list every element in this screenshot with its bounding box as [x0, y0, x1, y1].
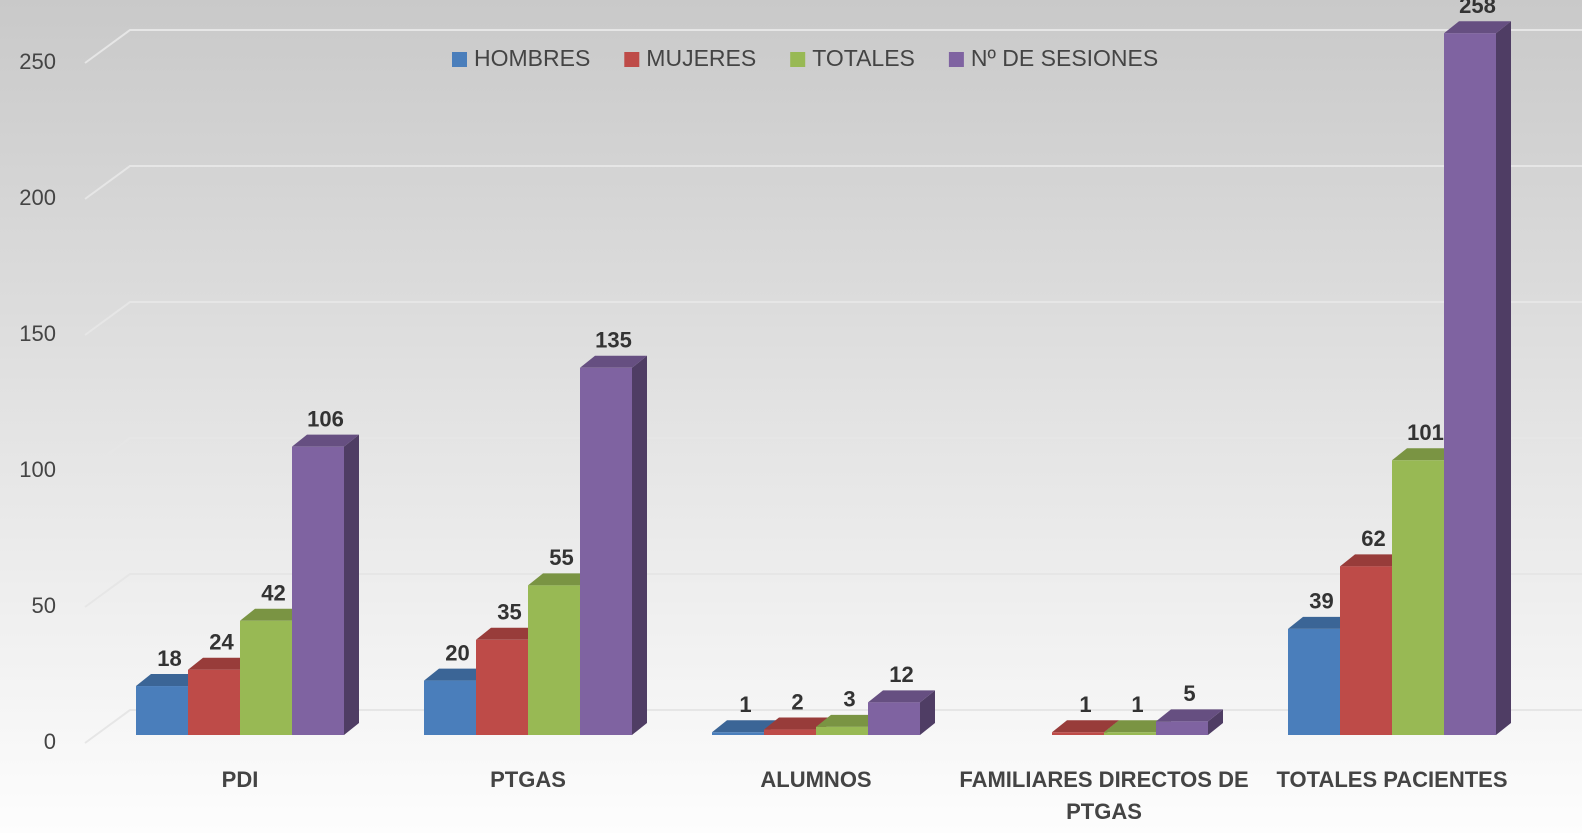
value-label: 2	[791, 689, 803, 714]
x-tick-label: FAMILIARES DIRECTOS DE PTGAS	[959, 767, 1248, 824]
legend-swatch	[948, 52, 964, 67]
legend-label: MUJERES	[646, 45, 756, 71]
grid-line	[84, 301, 1582, 336]
bar-front	[1288, 628, 1340, 735]
grid-line	[84, 437, 1582, 472]
value-label: 55	[549, 545, 573, 570]
bar-side	[632, 355, 647, 735]
bar-side	[1496, 21, 1511, 736]
value-label: 1	[739, 692, 751, 717]
bar-top	[712, 720, 779, 733]
bar-top	[1444, 21, 1511, 34]
bar-top	[868, 690, 935, 703]
value-label: 3	[843, 687, 855, 712]
value-label: 35	[497, 600, 521, 625]
bar	[868, 690, 935, 735]
bar-front	[528, 585, 580, 735]
bar-top	[292, 434, 359, 447]
bar	[1156, 709, 1223, 735]
bar-top	[1104, 720, 1171, 733]
bar-front	[292, 446, 344, 735]
value-label: 24	[209, 630, 234, 655]
bar-top	[1156, 709, 1223, 722]
value-label: 5	[1183, 681, 1195, 706]
value-label: 12	[889, 662, 913, 687]
bar-front	[816, 726, 868, 735]
y-tick-label: 250	[19, 49, 56, 74]
bar-side	[1208, 709, 1223, 735]
legend-label: Nº DE SESIONES	[971, 45, 1158, 71]
bar-top	[424, 668, 491, 681]
bar-front	[1340, 566, 1392, 735]
value-label: 18	[157, 646, 181, 671]
bar-side	[920, 690, 935, 735]
value-label: 258	[1459, 0, 1496, 18]
bar-top	[1340, 554, 1407, 567]
bar-top	[476, 627, 543, 640]
bar-top	[816, 714, 883, 727]
bar-side	[344, 434, 359, 735]
x-tick-label: ALUMNOS	[760, 767, 871, 792]
bar-front	[580, 367, 632, 735]
grid-line	[84, 165, 1582, 200]
y-tick-label: 100	[19, 457, 56, 482]
bar	[292, 434, 359, 735]
bar-front	[1104, 732, 1156, 735]
y-tick-label: 200	[19, 185, 56, 210]
bar-front	[712, 732, 764, 735]
bar-top	[580, 355, 647, 368]
bar-front	[136, 686, 188, 735]
bar-top	[188, 657, 255, 670]
bar-top	[1052, 720, 1119, 733]
bar	[1444, 21, 1511, 736]
bar-top	[1392, 448, 1459, 461]
legend-label: TOTALES	[812, 45, 915, 71]
legend-swatch	[452, 52, 467, 67]
bar-front	[1156, 721, 1208, 735]
bar-front	[1052, 732, 1104, 735]
value-label: 20	[445, 640, 469, 665]
bar-front	[476, 639, 528, 735]
x-tick-label: PTGAS	[490, 767, 566, 792]
y-tick-label: 0	[44, 729, 56, 754]
bar-front	[1392, 460, 1444, 735]
bar	[580, 355, 647, 735]
bar-front	[240, 620, 292, 735]
legend-swatch	[624, 52, 640, 67]
legend-swatch	[790, 52, 806, 67]
bar-top	[1288, 616, 1355, 629]
bar-front	[764, 729, 816, 735]
value-label: 1	[1131, 692, 1143, 717]
value-label: 1	[1079, 692, 1091, 717]
grid-line	[84, 29, 1582, 64]
x-tick-label: TOTALES PACIENTES	[1276, 767, 1507, 792]
bar-top	[528, 573, 595, 586]
legend-label: HOMBRES	[474, 45, 590, 71]
y-tick-label: 50	[32, 593, 56, 618]
bar-front	[1444, 33, 1496, 736]
value-label: 39	[1309, 589, 1333, 614]
value-label: 42	[261, 581, 285, 606]
grid-line	[84, 709, 1582, 744]
x-tick-label: PDI	[222, 767, 259, 792]
bar-front	[188, 669, 240, 735]
grid-line	[84, 573, 1582, 608]
bar-front	[424, 680, 476, 735]
value-label: 135	[595, 328, 632, 353]
bar-top	[764, 717, 831, 730]
value-label: 106	[307, 406, 344, 431]
value-label: 101	[1407, 420, 1444, 445]
value-label: 62	[1361, 526, 1385, 551]
bar-top	[240, 608, 307, 621]
y-tick-label: 150	[19, 321, 56, 346]
bar-front	[868, 702, 920, 735]
bar-top	[136, 674, 203, 687]
